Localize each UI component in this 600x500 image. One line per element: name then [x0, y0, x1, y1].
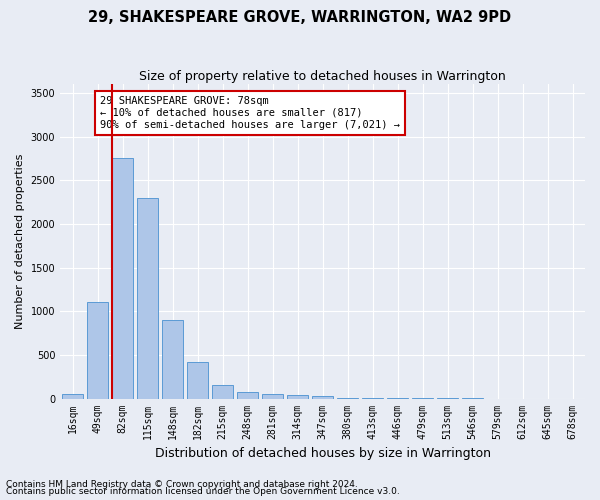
Bar — [162, 320, 183, 398]
Bar — [312, 396, 333, 398]
Bar — [112, 158, 133, 398]
Bar — [87, 302, 108, 398]
Text: Contains public sector information licensed under the Open Government Licence v3: Contains public sector information licen… — [6, 487, 400, 496]
Text: 29 SHAKESPEARE GROVE: 78sqm
← 10% of detached houses are smaller (817)
90% of se: 29 SHAKESPEARE GROVE: 78sqm ← 10% of det… — [100, 96, 400, 130]
Text: Contains HM Land Registry data © Crown copyright and database right 2024.: Contains HM Land Registry data © Crown c… — [6, 480, 358, 489]
Text: 29, SHAKESPEARE GROVE, WARRINGTON, WA2 9PD: 29, SHAKESPEARE GROVE, WARRINGTON, WA2 9… — [88, 10, 512, 25]
Bar — [287, 394, 308, 398]
X-axis label: Distribution of detached houses by size in Warrington: Distribution of detached houses by size … — [155, 447, 491, 460]
Bar — [187, 362, 208, 399]
Title: Size of property relative to detached houses in Warrington: Size of property relative to detached ho… — [139, 70, 506, 83]
Y-axis label: Number of detached properties: Number of detached properties — [15, 154, 25, 329]
Bar — [212, 384, 233, 398]
Bar — [237, 392, 258, 398]
Bar — [137, 198, 158, 398]
Bar — [262, 394, 283, 398]
Bar — [62, 394, 83, 398]
